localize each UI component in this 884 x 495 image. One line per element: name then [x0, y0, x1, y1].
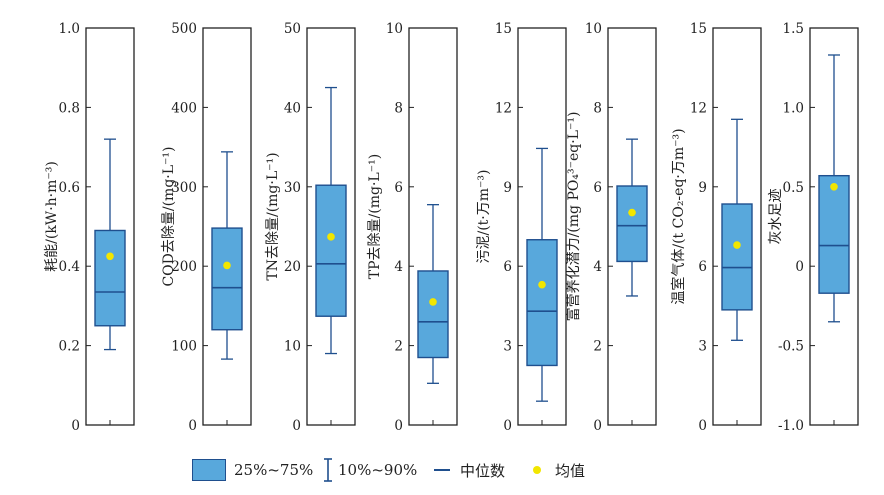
y-tick-label: 6 — [698, 259, 707, 275]
y-tick-label: 12 — [690, 100, 707, 116]
iqr-box — [818, 174, 850, 294]
y-tick-label: 0 — [795, 259, 804, 275]
legend-box-swatch — [192, 459, 226, 481]
y-tick-label: 9 — [698, 180, 707, 196]
y-tick-label: 2 — [394, 339, 403, 355]
mean-dot — [538, 280, 546, 289]
y-axis-label: TP去除量/(mg·L⁻¹) — [367, 154, 383, 279]
whisker-icon — [324, 458, 332, 482]
panel-8: -1.0 -0.5 0 0.5 1.0 1.5 灰水足迹 — [768, 21, 859, 434]
iqr-box — [616, 185, 648, 263]
legend-item-mean: 均值 — [533, 452, 585, 488]
y-tick-label: 10 — [585, 21, 602, 37]
panel-5: 0 3 6 9 12 15 污泥/(t·万m⁻³) — [476, 21, 567, 434]
y-tick-label: 500 — [171, 21, 197, 37]
legend-whisker-label: 10%~90% — [338, 461, 418, 479]
iqr-box — [721, 203, 753, 311]
y-tick-label: 4 — [593, 259, 602, 275]
y-tick-label: 15 — [495, 21, 512, 37]
y-tick-label: 50 — [284, 21, 301, 37]
legend-mean-label: 均值 — [555, 461, 586, 480]
y-tick-label: 1.0 — [59, 21, 80, 37]
iqr-box — [417, 270, 449, 359]
y-tick-label: 0 — [188, 418, 197, 434]
y-tick-label: -1.0 — [778, 418, 804, 434]
y-tick-label: 0 — [292, 418, 301, 434]
y-tick-label: 30 — [284, 180, 301, 196]
legend: 25%~75% 10%~90% 中位数 均值 — [0, 452, 884, 488]
y-axis-label: 温室气体/(t CO₂-eq·万m⁻³) — [670, 128, 687, 304]
mean-dot — [628, 208, 636, 217]
y-tick-label: 100 — [171, 339, 197, 355]
y-tick-label: 0.2 — [59, 339, 80, 355]
y-tick-label: 400 — [171, 100, 197, 116]
panel-3: 0 10 20 30 40 50 TN去除量/(mg·L⁻¹) — [265, 21, 356, 434]
median-line-swatch — [434, 469, 450, 471]
box-plot-panels: 00.20.40.60.81.0耗能/(kW·h·m⁻³)01002003004… — [44, 21, 859, 434]
iqr-box — [94, 229, 126, 327]
iqr-box — [211, 227, 243, 331]
y-tick-label: 300 — [171, 180, 197, 196]
y-tick-label: 3 — [698, 339, 707, 355]
y-axis-label: 污泥/(t·万m⁻³) — [476, 170, 492, 264]
mean-dot — [830, 183, 838, 191]
iqr-box — [526, 239, 558, 367]
iqr-box — [315, 184, 347, 317]
y-tick-label: 0 — [698, 418, 707, 434]
y-tick-label: 4 — [394, 259, 403, 275]
y-tick-label: 200 — [171, 259, 197, 275]
y-axis-label: COD去除量/(mg·L⁻¹) — [161, 146, 177, 286]
legend-median-label: 中位数 — [460, 461, 506, 480]
y-tick-label: 8 — [593, 100, 602, 116]
y-axis-label: 灰水足迹 — [768, 189, 784, 245]
mean-dot — [327, 233, 335, 241]
y-tick-label: 6 — [593, 180, 602, 196]
mean-dot — [733, 241, 741, 249]
mean-dot-swatch — [533, 466, 541, 474]
legend-item-whisker: 10%~90% — [322, 452, 417, 488]
y-tick-label: 40 — [284, 100, 301, 116]
legend-item-box: 25%~75% — [192, 452, 313, 488]
y-tick-label: 2 — [593, 339, 602, 355]
mean-dot — [223, 261, 231, 270]
legend-item-median: 中位数 — [434, 452, 505, 488]
y-tick-label: 0.4 — [59, 259, 80, 275]
y-tick-label: 1.0 — [783, 100, 804, 116]
panel-1: 0 0.2 0.4 0.6 0.8 1.0 耗能/(kW·h·m⁻³) — [44, 21, 135, 434]
y-tick-label: 0.6 — [59, 180, 80, 196]
y-tick-label: 6 — [394, 180, 403, 196]
y-tick-label: 20 — [284, 259, 301, 275]
mean-dot — [429, 298, 437, 306]
y-tick-label: 0.8 — [59, 100, 80, 116]
y-tick-label: 0.5 — [783, 180, 804, 196]
y-tick-label: 10 — [386, 21, 403, 37]
y-axis-label: TN去除量/(mg·L⁻¹) — [265, 152, 281, 280]
y-axis-label: 富营养化潜力/(mg PO₄³⁻eq·L⁻¹) — [565, 112, 582, 322]
legend-box-label: 25%~75% — [234, 461, 314, 479]
panel-6: 0 2 4 6 8 10 富营养化潜力/(mg PO₄³⁻eq·L⁻¹) — [565, 21, 657, 434]
panel-2: 0 100 200 300 400 500 COD去除量/(mg·L⁻¹) — [161, 21, 252, 434]
panel-4: 0 2 4 6 8 10 TP去除量/(mg·L⁻¹) — [367, 21, 458, 434]
y-tick-label: 12 — [495, 100, 512, 116]
y-tick-label: 0 — [71, 418, 80, 434]
y-tick-label: 15 — [690, 21, 707, 37]
mean-dot — [106, 252, 114, 261]
y-tick-label: 9 — [503, 180, 512, 196]
y-tick-label: 0 — [503, 418, 512, 434]
y-tick-label: 1.5 — [783, 21, 804, 37]
y-tick-label: 0 — [394, 418, 403, 434]
y-tick-label: -0.5 — [778, 339, 804, 355]
y-axis-label: 耗能/(kW·h·m⁻³) — [44, 161, 60, 272]
panel-7: 0 3 6 9 12 15 温室气体/(t CO₂-eq·万m⁻³) — [670, 21, 762, 434]
y-tick-label: 3 — [503, 339, 512, 355]
y-tick-label: 10 — [284, 339, 301, 355]
y-tick-label: 8 — [394, 100, 403, 116]
y-tick-label: 6 — [503, 259, 512, 275]
y-tick-label: 0 — [593, 418, 602, 434]
